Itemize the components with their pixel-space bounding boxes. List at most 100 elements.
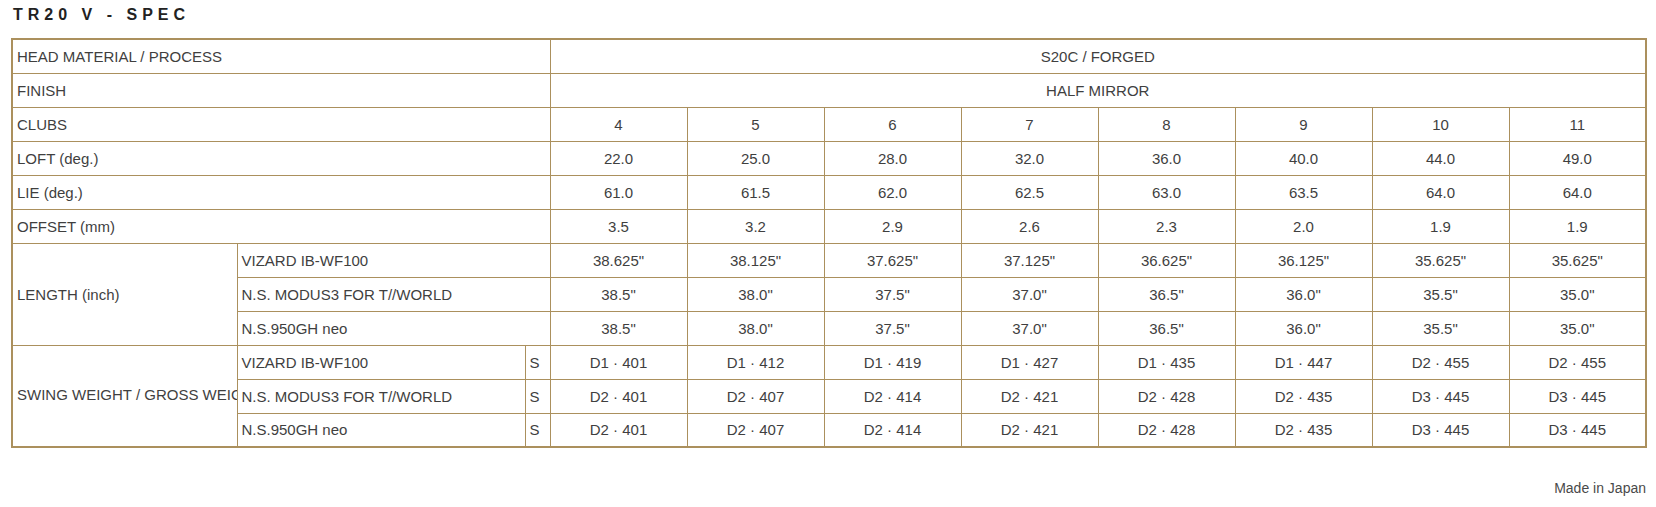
head-material-label: HEAD MATERIAL / PROCESS xyxy=(12,39,550,73)
swing-value: D1 · 401 xyxy=(550,345,687,379)
lie-value: 63.0 xyxy=(1098,175,1235,209)
row-length-ns950: N.S.950GH neo 38.5" 38.0" 37.5" 37.0" 36… xyxy=(12,311,1646,345)
club-number: 9 xyxy=(1235,107,1372,141)
loft-value: 22.0 xyxy=(550,141,687,175)
lie-value: 62.0 xyxy=(824,175,961,209)
loft-value: 32.0 xyxy=(961,141,1098,175)
swing-value: D1 · 435 xyxy=(1098,345,1235,379)
made-in-japan-note: Made in Japan xyxy=(1554,480,1646,496)
swing-value: D2 · 407 xyxy=(687,413,824,447)
loft-value: 28.0 xyxy=(824,141,961,175)
shaft-name: N.S.950GH neo xyxy=(237,413,525,447)
swing-value: D2 · 407 xyxy=(687,379,824,413)
swing-value: D1 · 447 xyxy=(1235,345,1372,379)
row-swing-modus: N.S. MODUS3 FOR T//WORLD S D2 · 401 D2 ·… xyxy=(12,379,1646,413)
length-value: 35.5" xyxy=(1372,311,1509,345)
shaft-flex: S xyxy=(525,379,550,413)
swing-value: D3 · 445 xyxy=(1372,413,1509,447)
loft-value: 44.0 xyxy=(1372,141,1509,175)
length-value: 36.125" xyxy=(1235,243,1372,277)
row-swing-vizard: SWING WEIGHT / GROSS WEIGHT (g) VIZARD I… xyxy=(12,345,1646,379)
swing-value: D2 · 428 xyxy=(1098,379,1235,413)
length-value: 38.625" xyxy=(550,243,687,277)
lie-value: 64.0 xyxy=(1372,175,1509,209)
length-value: 36.5" xyxy=(1098,311,1235,345)
club-number: 10 xyxy=(1372,107,1509,141)
length-value: 37.0" xyxy=(961,311,1098,345)
length-value: 37.625" xyxy=(824,243,961,277)
row-length-modus: N.S. MODUS3 FOR T//WORLD 38.5" 38.0" 37.… xyxy=(12,277,1646,311)
length-value: 37.0" xyxy=(961,277,1098,311)
spec-table: HEAD MATERIAL / PROCESS S20C / FORGED FI… xyxy=(11,38,1647,448)
swing-value: D2 · 401 xyxy=(550,413,687,447)
shaft-flex: S xyxy=(525,345,550,379)
length-value: 38.5" xyxy=(550,277,687,311)
loft-value: 40.0 xyxy=(1235,141,1372,175)
swing-value: D2 · 455 xyxy=(1372,345,1509,379)
length-value: 38.125" xyxy=(687,243,824,277)
offset-value: 2.3 xyxy=(1098,209,1235,243)
length-value: 37.125" xyxy=(961,243,1098,277)
row-finish: FINISH HALF MIRROR xyxy=(12,73,1646,107)
page-title: TR20 V - SPEC xyxy=(13,6,190,24)
row-offset: OFFSET (mm) 3.5 3.2 2.9 2.6 2.3 2.0 1.9 … xyxy=(12,209,1646,243)
shaft-name: N.S. MODUS3 FOR T//WORLD xyxy=(237,379,525,413)
length-value: 35.0" xyxy=(1509,277,1646,311)
spec-page: TR20 V - SPEC HEAD MATERIAL / PROCESS S2… xyxy=(0,0,1656,507)
club-number: 4 xyxy=(550,107,687,141)
club-number: 5 xyxy=(687,107,824,141)
shaft-name: VIZARD IB-WF100 xyxy=(237,243,550,277)
length-value: 36.0" xyxy=(1235,311,1372,345)
offset-value: 2.9 xyxy=(824,209,961,243)
swing-value: D2 · 428 xyxy=(1098,413,1235,447)
swing-value: D2 · 414 xyxy=(824,413,961,447)
club-number: 7 xyxy=(961,107,1098,141)
length-value: 35.5" xyxy=(1372,277,1509,311)
length-value: 38.0" xyxy=(687,277,824,311)
row-head-material: HEAD MATERIAL / PROCESS S20C / FORGED xyxy=(12,39,1646,73)
club-number: 6 xyxy=(824,107,961,141)
club-number: 11 xyxy=(1509,107,1646,141)
swing-value: D2 · 401 xyxy=(550,379,687,413)
head-material-value: S20C / FORGED xyxy=(550,39,1646,73)
length-value: 35.625" xyxy=(1372,243,1509,277)
shaft-flex: S xyxy=(525,413,550,447)
swing-value: D2 · 421 xyxy=(961,379,1098,413)
lie-value: 63.5 xyxy=(1235,175,1372,209)
loft-value: 25.0 xyxy=(687,141,824,175)
lie-value: 64.0 xyxy=(1509,175,1646,209)
finish-label: FINISH xyxy=(12,73,550,107)
length-value: 38.5" xyxy=(550,311,687,345)
lie-value: 62.5 xyxy=(961,175,1098,209)
length-value: 35.625" xyxy=(1509,243,1646,277)
swing-value: D2 · 435 xyxy=(1235,413,1372,447)
length-label: LENGTH (inch) xyxy=(12,243,237,345)
swing-weight-label: SWING WEIGHT / GROSS WEIGHT (g) xyxy=(12,345,237,447)
row-loft: LOFT (deg.) 22.0 25.0 28.0 32.0 36.0 40.… xyxy=(12,141,1646,175)
lie-value: 61.0 xyxy=(550,175,687,209)
club-number: 8 xyxy=(1098,107,1235,141)
swing-value: D2 · 435 xyxy=(1235,379,1372,413)
length-value: 38.0" xyxy=(687,311,824,345)
loft-value: 36.0 xyxy=(1098,141,1235,175)
length-value: 37.5" xyxy=(824,277,961,311)
offset-value: 3.5 xyxy=(550,209,687,243)
length-value: 37.5" xyxy=(824,311,961,345)
swing-value: D1 · 412 xyxy=(687,345,824,379)
swing-value: D1 · 419 xyxy=(824,345,961,379)
shaft-name: N.S.950GH neo xyxy=(237,311,550,345)
loft-value: 49.0 xyxy=(1509,141,1646,175)
loft-label: LOFT (deg.) xyxy=(12,141,550,175)
row-length-vizard: LENGTH (inch) VIZARD IB-WF100 38.625" 38… xyxy=(12,243,1646,277)
offset-value: 1.9 xyxy=(1509,209,1646,243)
lie-label: LIE (deg.) xyxy=(12,175,550,209)
swing-value: D1 · 427 xyxy=(961,345,1098,379)
swing-value: D2 · 455 xyxy=(1509,345,1646,379)
offset-value: 2.0 xyxy=(1235,209,1372,243)
length-value: 36.0" xyxy=(1235,277,1372,311)
row-swing-ns950: N.S.950GH neo S D2 · 401 D2 · 407 D2 · 4… xyxy=(12,413,1646,447)
row-lie: LIE (deg.) 61.0 61.5 62.0 62.5 63.0 63.5… xyxy=(12,175,1646,209)
offset-value: 1.9 xyxy=(1372,209,1509,243)
length-value: 35.0" xyxy=(1509,311,1646,345)
swing-value: D3 · 445 xyxy=(1372,379,1509,413)
